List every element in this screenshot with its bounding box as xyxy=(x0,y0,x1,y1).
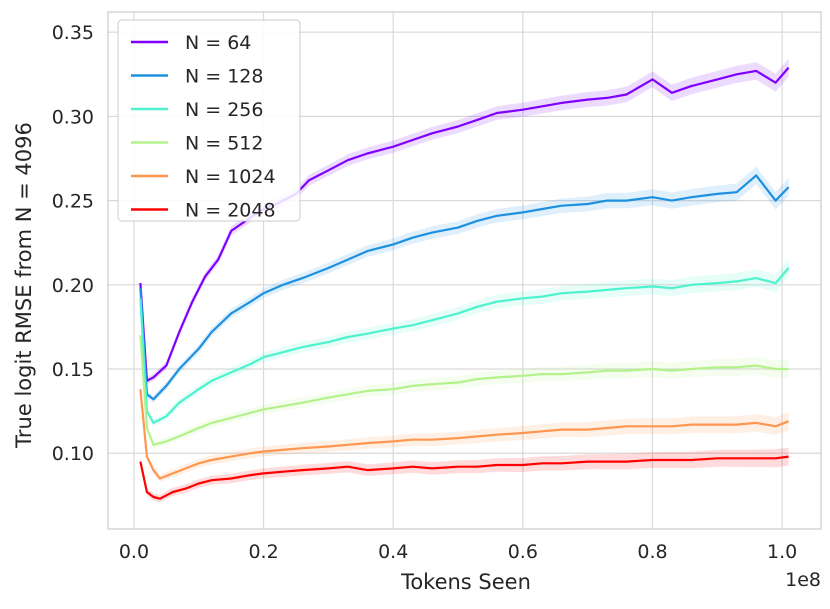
series-band-2 xyxy=(140,258,789,427)
legend: N = 64 N = 128 N = 256 N = 512 N = 1024 N = 2… xyxy=(117,19,301,222)
series-lines xyxy=(139,66,790,500)
plot-frame xyxy=(107,11,822,530)
series-band-1 xyxy=(140,166,789,403)
legend-entry: N = 1024 xyxy=(185,166,276,188)
x-axis-label: Tokens Seen xyxy=(400,570,531,594)
grid xyxy=(108,12,821,529)
y-tick-label: 0.10 xyxy=(52,443,94,465)
y-tick-label: 0.25 xyxy=(52,191,94,213)
series-line-1 xyxy=(139,174,790,401)
y-tick-label: 0.30 xyxy=(52,106,94,128)
legend-entry: N = 128 xyxy=(185,66,263,88)
legend-entry: N = 64 xyxy=(185,32,251,54)
x-axis-ticks: 0.0 0.2 0.4 0.6 0.8 1.0 xyxy=(119,541,797,563)
y-tick-label: 0.20 xyxy=(52,275,94,297)
series-line-2 xyxy=(139,267,790,424)
series-line-3 xyxy=(139,335,789,446)
x-tick-label: 0.4 xyxy=(378,541,408,563)
x-tick-label: 0.0 xyxy=(119,541,149,563)
legend-entry: N = 256 xyxy=(185,99,263,121)
y-axis-ticks: 0.10 0.15 0.20 0.25 0.30 0.35 xyxy=(52,22,94,465)
series-line-4 xyxy=(139,389,790,480)
legend-entry: N = 512 xyxy=(185,133,263,155)
series-line-5 xyxy=(139,455,789,500)
y-axis-label: True logit RMSE from N = 4096 xyxy=(12,122,36,449)
y-tick-label: 0.15 xyxy=(52,359,94,381)
x-tick-label: 0.8 xyxy=(637,541,667,563)
legend-entry: N = 2048 xyxy=(185,200,276,222)
x-tick-label: 1.0 xyxy=(767,541,797,563)
series-line-0 xyxy=(139,66,790,382)
x-axis-offset-label: 1e8 xyxy=(785,569,821,591)
x-tick-label: 0.2 xyxy=(248,541,278,563)
x-tick-label: 0.6 xyxy=(508,541,538,563)
series-band-4 xyxy=(140,385,789,483)
y-tick-label: 0.35 xyxy=(52,22,94,44)
legend-box xyxy=(117,19,301,222)
